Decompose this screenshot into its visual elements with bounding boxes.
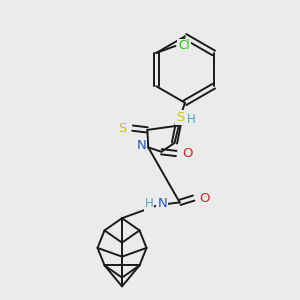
Text: S: S — [176, 111, 185, 124]
Text: H: H — [145, 197, 154, 210]
Text: S: S — [118, 122, 126, 135]
Text: O: O — [199, 192, 209, 205]
Text: N: N — [158, 197, 167, 210]
Text: Cl: Cl — [178, 40, 190, 52]
Text: H: H — [187, 113, 196, 126]
Text: O: O — [182, 147, 193, 160]
Text: N: N — [136, 139, 146, 152]
